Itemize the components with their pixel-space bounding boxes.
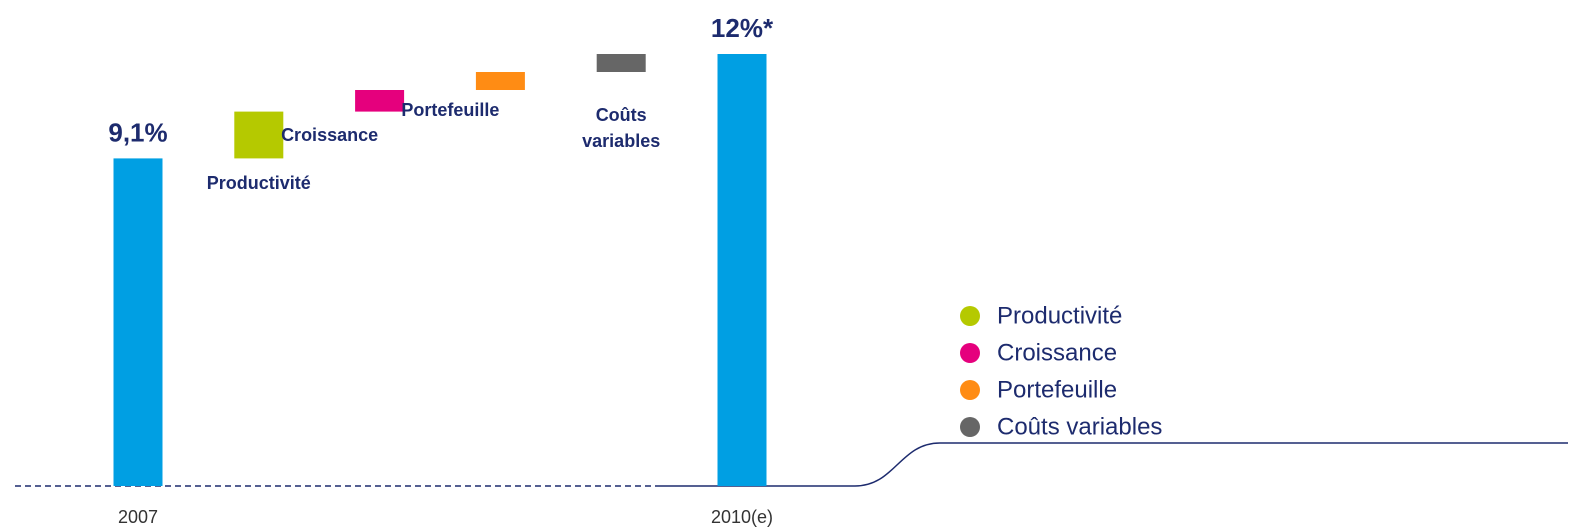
decor-line [660, 442, 1568, 487]
legend-label: Portefeuille [997, 376, 1117, 403]
legend-label: Croissance [997, 339, 1117, 366]
step-label: Coûts variables [582, 105, 661, 151]
step-label: Portefeuille [401, 100, 500, 120]
bar [113, 158, 163, 486]
x-tick-label: 2010(e) [711, 507, 773, 527]
legend-label: Productivité [997, 302, 1122, 329]
x-tick-label: 2007 [118, 507, 158, 527]
legend-label: Coûts variables [997, 413, 1162, 440]
step-label: Productivité [206, 173, 311, 194]
bar [717, 54, 767, 486]
value-label: 12%* [711, 13, 774, 43]
legend-marker [960, 306, 980, 326]
step-label: Croissance [281, 124, 379, 145]
legend-marker [960, 417, 980, 437]
bar [234, 111, 284, 159]
legend-marker [960, 380, 980, 400]
bar [475, 72, 525, 90]
bar [355, 90, 405, 112]
bar [596, 54, 646, 72]
value-label: 9,1% [108, 117, 167, 147]
legend-marker [960, 343, 980, 363]
